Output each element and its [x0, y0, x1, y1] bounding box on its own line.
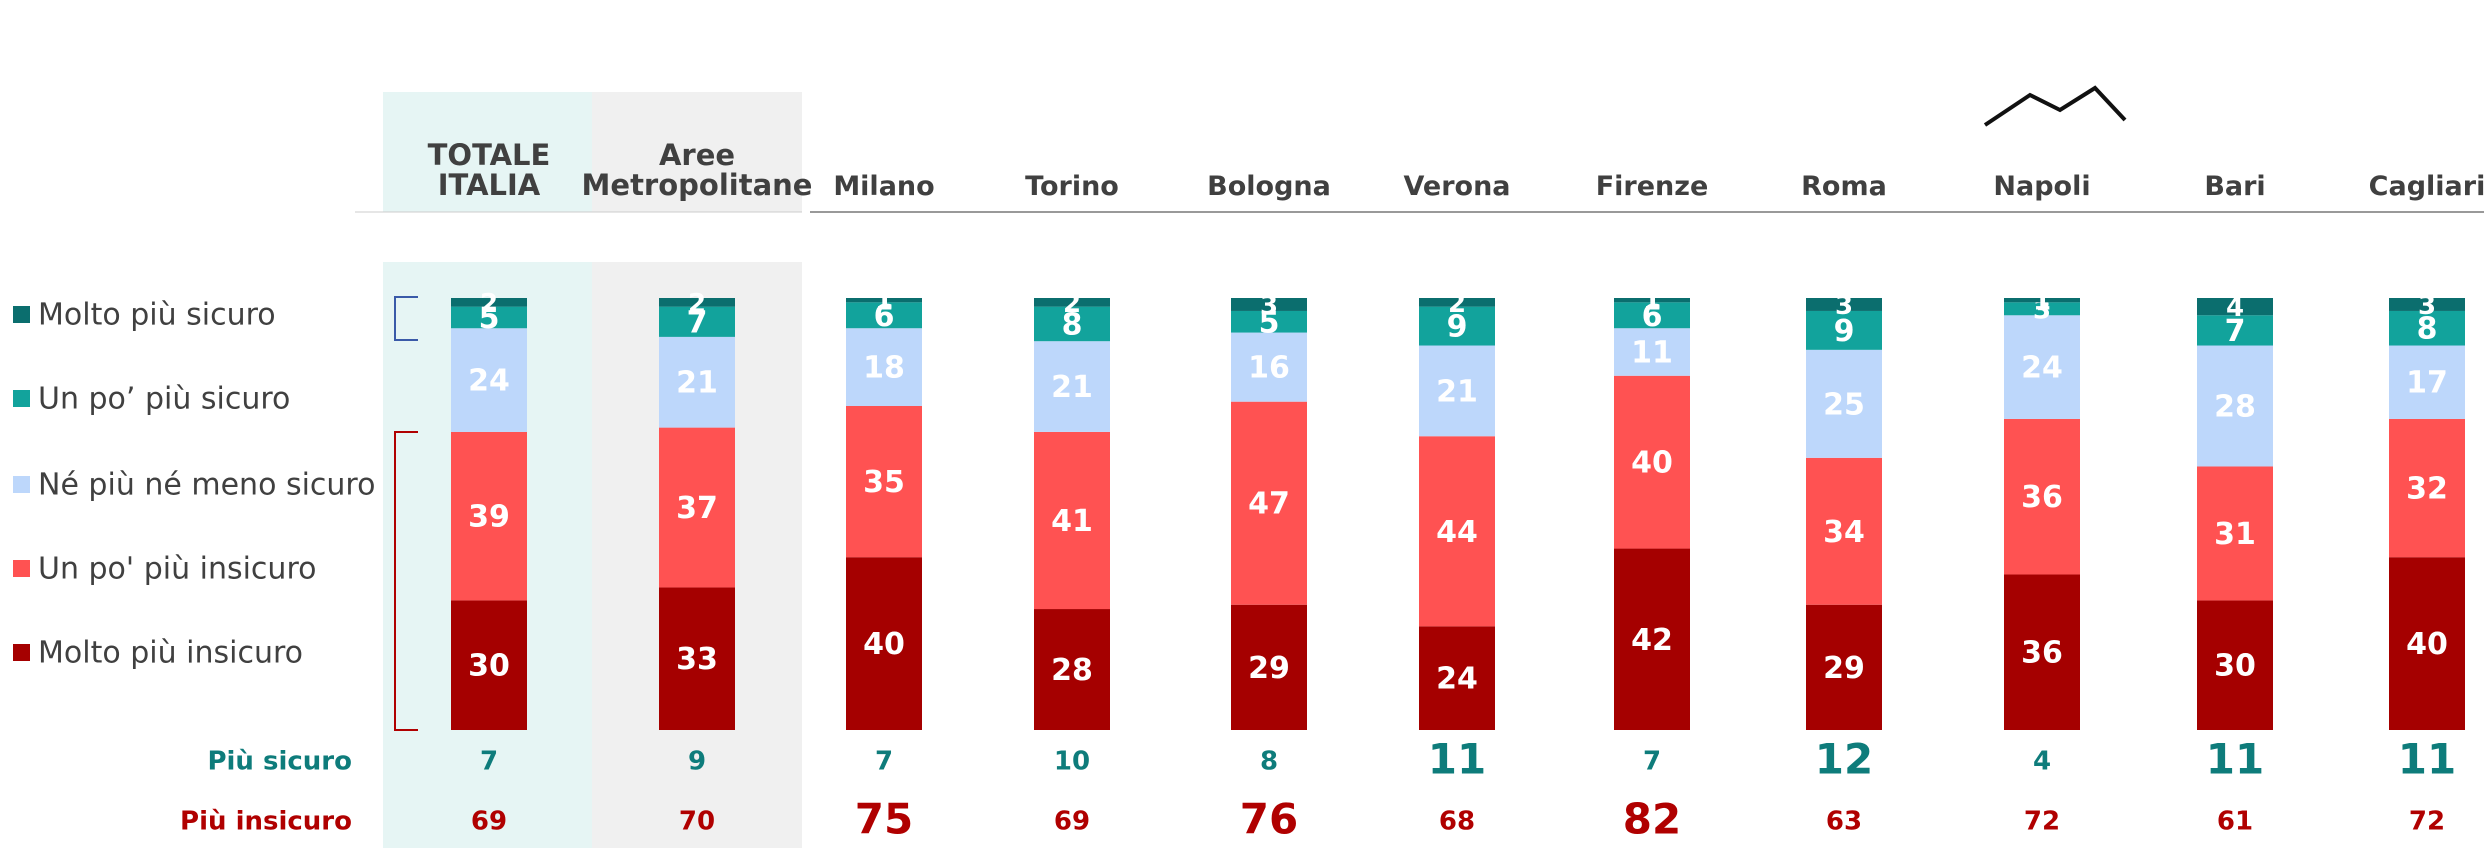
summary-value: 70: [679, 807, 715, 837]
segment-label: 21: [676, 366, 718, 401]
segment-label: 29: [1248, 651, 1290, 686]
segment-label: 1: [875, 287, 893, 317]
summary-value: 72: [2024, 807, 2060, 837]
segment-label: 47: [1248, 487, 1290, 522]
segment-label: 25: [1823, 387, 1865, 422]
chart: 3039245233372172403518612841218229471653…: [0, 0, 2484, 848]
summary-value: 9: [688, 747, 706, 777]
category-label: Aree Metropolitane: [597, 120, 797, 200]
segment-label: 11: [1631, 336, 1673, 371]
segment-label: 1: [1643, 287, 1661, 317]
summary-value: 4: [2033, 747, 2051, 777]
segment-label: 37: [676, 491, 718, 526]
segment-label: 28: [1051, 653, 1093, 688]
summary-value: 8: [1260, 747, 1278, 777]
summary-value: 69: [471, 807, 507, 837]
legend-label: Un po' più insicuro: [38, 552, 316, 587]
summary-value: 75: [855, 795, 913, 844]
segment-label: 21: [1436, 374, 1478, 409]
segment-label: 30: [468, 649, 510, 684]
segment-label: 34: [1823, 515, 1865, 550]
summary-value: 69: [1054, 807, 1090, 837]
summary-value: 61: [2217, 807, 2253, 837]
segment-label: 4: [2226, 293, 2244, 323]
summary-value: 11: [2206, 735, 2264, 784]
legend-label: Né più né meno sicuro: [38, 468, 375, 503]
summary-value: 68: [1439, 807, 1475, 837]
header-gap: [383, 212, 802, 262]
category-label: Roma: [1749, 160, 1939, 202]
segment-label: 32: [2406, 472, 2448, 507]
segment-label: 36: [2021, 480, 2063, 515]
segment-label: 2: [480, 289, 498, 319]
segment-label: 44: [1436, 515, 1478, 550]
segment-label: 24: [1436, 662, 1478, 697]
summary-value: 11: [2398, 735, 2456, 784]
segment-label: 24: [468, 364, 510, 399]
category-label: Cagliari: [2332, 160, 2484, 202]
segment-label: 28: [2214, 390, 2256, 425]
segment-label: 40: [2406, 627, 2448, 662]
legend-swatch: [13, 644, 30, 661]
segment-label: 31: [2214, 517, 2256, 552]
category-label: Verona: [1362, 160, 1552, 202]
segment-label: 42: [1631, 623, 1673, 658]
summary-value: 63: [1826, 807, 1862, 837]
legend-swatch: [13, 390, 30, 407]
legend-swatch: [13, 476, 30, 493]
napoli-icon: [1985, 88, 2125, 125]
segment-label: 33: [676, 642, 718, 677]
segment-label: 2: [688, 289, 706, 319]
category-label: Milano: [789, 160, 979, 202]
segment-label: 21: [1051, 370, 1093, 405]
summary-label: Più insicuro: [180, 807, 352, 837]
segment-label: 2: [1063, 289, 1081, 319]
segment-label: 3: [2418, 291, 2436, 321]
legend-swatch: [13, 306, 30, 323]
category-label: TOTALE ITALIA: [424, 120, 554, 200]
category-label: Napoli: [1947, 160, 2137, 202]
segment-label: 17: [2406, 366, 2448, 401]
segment-label: 3: [1260, 291, 1278, 321]
category-label: Firenze: [1557, 160, 1747, 202]
summary-label: Più sicuro: [207, 747, 352, 777]
summary-value: 7: [1643, 747, 1661, 777]
segment-label: 1: [2033, 287, 2051, 317]
segment-label: 41: [1051, 504, 1093, 539]
category-label: Bologna: [1174, 160, 1364, 202]
summary-value: 12: [1815, 735, 1873, 784]
segment-label: 2: [1448, 289, 1466, 319]
segment-label: 35: [863, 465, 905, 500]
segment-label: 40: [1631, 446, 1673, 481]
segment-label: 3: [1835, 291, 1853, 321]
summary-value: 72: [2409, 807, 2445, 837]
summary-value: 7: [480, 747, 498, 777]
segment-label: 40: [863, 627, 905, 662]
segment-label: 39: [468, 500, 510, 535]
legend-label: Molto più sicuro: [38, 298, 276, 333]
category-label: Torino: [977, 160, 1167, 202]
segment-label: 16: [1248, 351, 1290, 386]
segment-label: 18: [863, 351, 905, 386]
summary-value: 7: [875, 747, 893, 777]
summary-value: 76: [1240, 795, 1298, 844]
summary-value: 82: [1623, 795, 1681, 844]
segment-label: 30: [2214, 649, 2256, 684]
segment-label: 36: [2021, 636, 2063, 671]
legend-swatch: [13, 560, 30, 577]
category-label: Bari: [2140, 160, 2330, 202]
legend-label: Molto più insicuro: [38, 636, 303, 671]
segment-label: 24: [2021, 351, 2063, 386]
segment-label: 29: [1823, 651, 1865, 686]
page: {"chart_data": {"type": "stacked_bar", "…: [0, 0, 2484, 848]
summary-value: 11: [1428, 735, 1486, 784]
legend-label: Un po’ più sicuro: [38, 382, 290, 417]
summary-value: 10: [1054, 747, 1090, 777]
